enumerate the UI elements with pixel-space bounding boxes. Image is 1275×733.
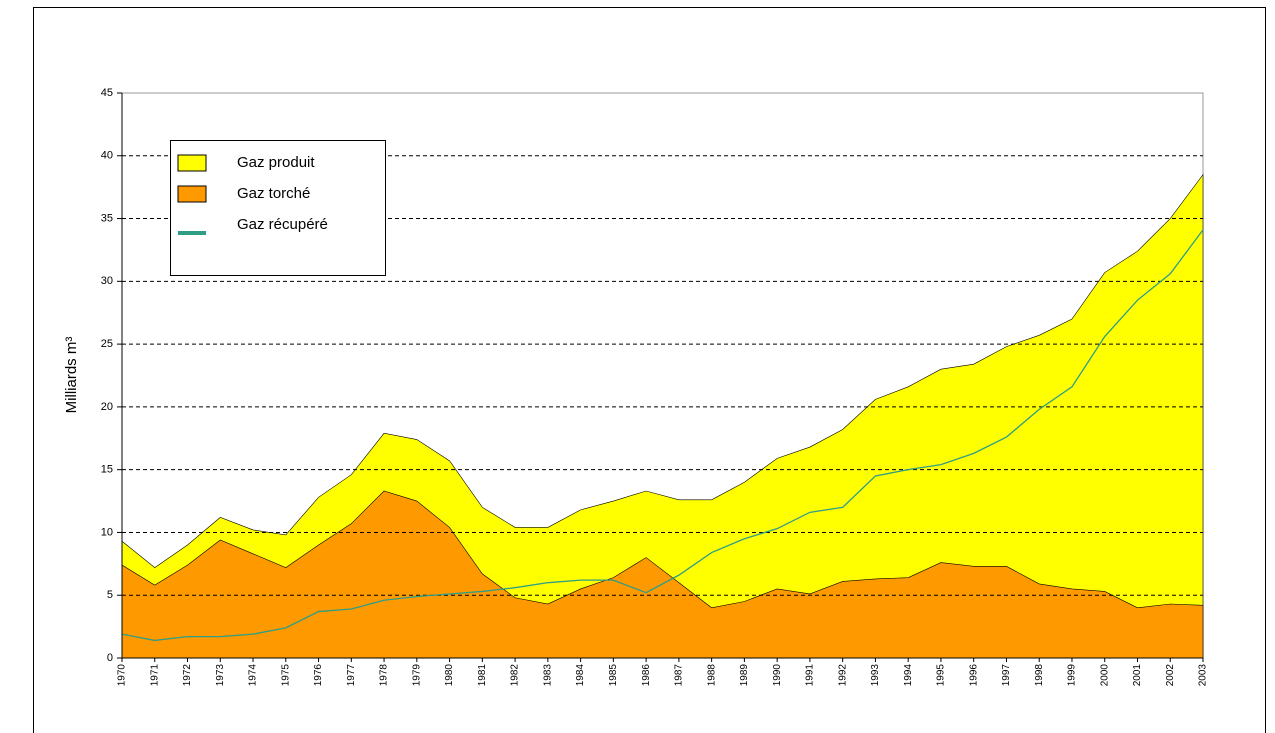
x-tick-label: 1994 bbox=[903, 664, 914, 687]
x-tick-label: 1985 bbox=[608, 664, 619, 687]
legend-label: Gaz torché bbox=[237, 185, 310, 202]
x-tick-label: 1981 bbox=[477, 664, 488, 687]
x-tick-label: 1997 bbox=[1001, 664, 1012, 687]
x-tick-label: 1988 bbox=[706, 664, 717, 687]
x-tick-label: 1980 bbox=[444, 664, 455, 687]
x-tick-label: 2002 bbox=[1165, 664, 1176, 687]
line bbox=[121, 229, 1204, 642]
x-tick-label: 1996 bbox=[968, 664, 979, 687]
x-tick-label: 1995 bbox=[936, 664, 947, 687]
y-tick-label: 25 bbox=[101, 338, 113, 350]
x-tick-label: 1991 bbox=[805, 664, 816, 687]
y-tick-label: 30 bbox=[101, 275, 113, 287]
y-tick-label: 20 bbox=[101, 401, 113, 413]
x-tick-label: 1987 bbox=[674, 664, 685, 687]
y-tick-label: 0 bbox=[107, 652, 113, 664]
legend-label: Gaz récupéré bbox=[237, 216, 328, 233]
legend-swatch bbox=[177, 185, 207, 203]
x-tick-label: 1989 bbox=[739, 664, 750, 687]
y-tick-label: 35 bbox=[101, 212, 113, 224]
x-tick-label: 1971 bbox=[149, 664, 160, 687]
x-tick-label: 1974 bbox=[248, 664, 259, 687]
x-tick-label: 1983 bbox=[542, 664, 553, 687]
x-tick-label: 1973 bbox=[215, 664, 226, 687]
x-tick-label: 1975 bbox=[280, 664, 291, 687]
x-tick-label: 1990 bbox=[772, 664, 783, 687]
y-axis-label: Milliards m³ bbox=[63, 337, 80, 414]
area bbox=[121, 490, 1204, 659]
legend-swatch bbox=[177, 154, 207, 172]
y-tick-label: 10 bbox=[101, 526, 113, 538]
x-tick-label: 1993 bbox=[870, 664, 881, 687]
x-tick-label: 1982 bbox=[510, 664, 521, 687]
x-tick-label: 1992 bbox=[837, 664, 848, 687]
legend-label: Gaz produit bbox=[237, 154, 315, 171]
x-tick-label: 1998 bbox=[1034, 664, 1045, 687]
x-tick-label: 1979 bbox=[411, 664, 422, 687]
x-tick-label: 1972 bbox=[182, 664, 193, 687]
x-tick-label: 1978 bbox=[379, 664, 390, 687]
x-tick-label: 2003 bbox=[1198, 664, 1209, 687]
y-tick-label: 15 bbox=[101, 464, 113, 476]
x-tick-label: 2000 bbox=[1099, 664, 1110, 687]
x-tick-label: 1986 bbox=[641, 664, 652, 687]
y-tick-label: 45 bbox=[101, 87, 113, 99]
x-tick-label: 1977 bbox=[346, 664, 357, 687]
y-tick-label: 40 bbox=[101, 150, 113, 162]
x-tick-label: 1984 bbox=[575, 664, 586, 687]
x-tick-label: 2001 bbox=[1132, 664, 1143, 687]
chart-frame bbox=[33, 7, 1266, 733]
x-tick-label: 1999 bbox=[1067, 664, 1078, 687]
x-tick-label: 1976 bbox=[313, 664, 324, 687]
y-tick-label: 5 bbox=[107, 589, 113, 601]
x-tick-label: 1970 bbox=[117, 664, 128, 687]
